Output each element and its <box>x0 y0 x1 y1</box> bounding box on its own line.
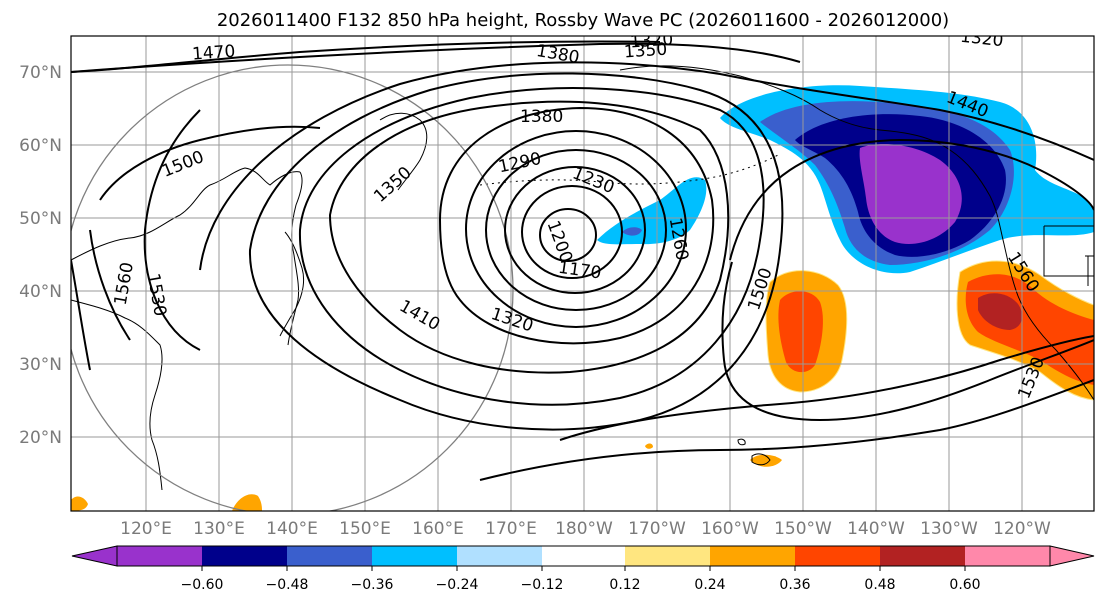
colorbar-segment <box>372 546 457 566</box>
contour-1470 <box>71 40 661 351</box>
contour-label: 1350 <box>623 40 668 63</box>
lat-label: 70°N <box>19 63 62 83</box>
contour-1290 <box>465 130 687 328</box>
lon-label: 140°E <box>266 519 318 539</box>
lon-label: 160°W <box>701 519 759 539</box>
colorbar-segment <box>795 546 880 566</box>
lat-label: 40°N <box>19 282 62 302</box>
colorbar-tick-label: 0.60 <box>949 577 980 593</box>
colorbar-segment <box>965 546 1050 566</box>
contour-1320 <box>438 106 715 345</box>
lon-label: 150°W <box>774 519 832 539</box>
colorbar: −0.60 −0.48 −0.36 −0.24 −0.12 0.12 0.24 … <box>71 545 1095 593</box>
negative-anomaly-pacific-core <box>622 227 642 236</box>
contour-1380 <box>298 87 765 406</box>
lon-label: 180°W <box>555 519 613 539</box>
coastline-asia <box>71 167 303 491</box>
lon-label: 160°E <box>412 519 464 539</box>
contour-label: 1320 <box>959 27 1004 51</box>
colorbar-min-arrow <box>71 545 118 567</box>
colorbar-tick-label: −0.12 <box>521 577 564 593</box>
contour-1410 <box>248 72 784 431</box>
lon-label: 170°E <box>485 519 537 539</box>
lon-label: 170°W <box>628 519 686 539</box>
colorbar-tick-label: −0.36 <box>351 577 394 593</box>
contour-1530 <box>89 229 1094 441</box>
positive-anomaly-southwest <box>232 494 262 511</box>
figure-title: 2026011400 F132 850 hPa height, Rossby W… <box>217 10 949 31</box>
colorbar-tick-label: 0.48 <box>864 577 895 593</box>
lon-label: 120°E <box>120 519 172 539</box>
colorbar-max-arrow <box>1049 545 1095 567</box>
colorbar-segment <box>542 546 625 566</box>
anomaly-shading <box>71 85 1094 511</box>
colorbar-segment <box>287 546 372 566</box>
colorbar-segment <box>710 546 795 566</box>
colorbar-ticks <box>201 566 966 571</box>
lon-label: 120°W <box>993 519 1051 539</box>
coastline-kamchatka <box>379 112 428 191</box>
positive-anomaly-pacific-core <box>778 291 823 373</box>
latitude-labels: 70°N 60°N 50°N 40°N 30°N 20°N <box>19 63 62 448</box>
lat-label: 60°N <box>19 136 62 156</box>
colorbar-tick-label: 0.12 <box>609 577 640 593</box>
contour-1560 <box>71 259 1094 481</box>
lat-label: 20°N <box>19 428 62 448</box>
coastline-canada-borders <box>1043 225 1094 286</box>
colorbar-segment <box>625 546 710 566</box>
colorbar-segment <box>457 546 542 566</box>
longitude-labels: 120°E 130°E 140°E 150°E 160°E 170°E 180°… <box>120 519 1051 539</box>
colorbar-frame <box>116 545 1051 567</box>
lon-label: 130°E <box>193 519 245 539</box>
positive-anomaly-southwest-2 <box>71 496 88 511</box>
colorbar-tick-label: 0.36 <box>779 577 810 593</box>
colorbar-segment <box>202 546 287 566</box>
contour-labels: 1470 1500 1560 1530 1350 1380 1380 1290 … <box>111 27 1049 402</box>
lat-label: 30°N <box>19 355 62 375</box>
colorbar-tick-label: −0.48 <box>266 577 309 593</box>
contour-1260 <box>485 149 667 311</box>
lat-label: 50°N <box>19 209 62 229</box>
positive-anomaly-coast-core <box>978 293 1023 330</box>
reference-circle <box>71 64 514 511</box>
lon-label: 140°W <box>847 519 905 539</box>
colorbar-segment <box>117 546 202 566</box>
height-contours <box>71 40 1094 481</box>
colorbar-tick-label: 0.24 <box>694 577 725 593</box>
contour-1230 <box>504 166 646 294</box>
negative-anomaly-core <box>859 144 962 244</box>
colorbar-tick-label: −0.60 <box>181 577 224 593</box>
lon-label: 130°W <box>920 519 978 539</box>
contour-1200 <box>521 185 623 279</box>
positive-anomaly-small <box>645 443 653 449</box>
contour-1170 <box>539 208 597 262</box>
contour-1500 <box>99 125 1094 422</box>
contour-1440 <box>199 61 1094 271</box>
map: 1470 1500 1560 1530 1350 1380 1380 1290 … <box>70 27 1095 512</box>
contour-label: 1320 <box>629 30 674 53</box>
map-frame <box>70 35 1095 512</box>
colorbar-tick-label: −0.24 <box>436 577 479 593</box>
contour-label: 1470 <box>191 42 236 65</box>
colorbar-segment <box>880 546 965 566</box>
lon-label: 150°E <box>339 519 391 539</box>
positive-anomaly-hawaii <box>750 454 782 467</box>
coastline-japan <box>279 231 305 337</box>
contour-1350 <box>71 42 801 374</box>
coastline-hawaii <box>737 438 771 466</box>
contour-label: 1380 <box>520 107 563 127</box>
